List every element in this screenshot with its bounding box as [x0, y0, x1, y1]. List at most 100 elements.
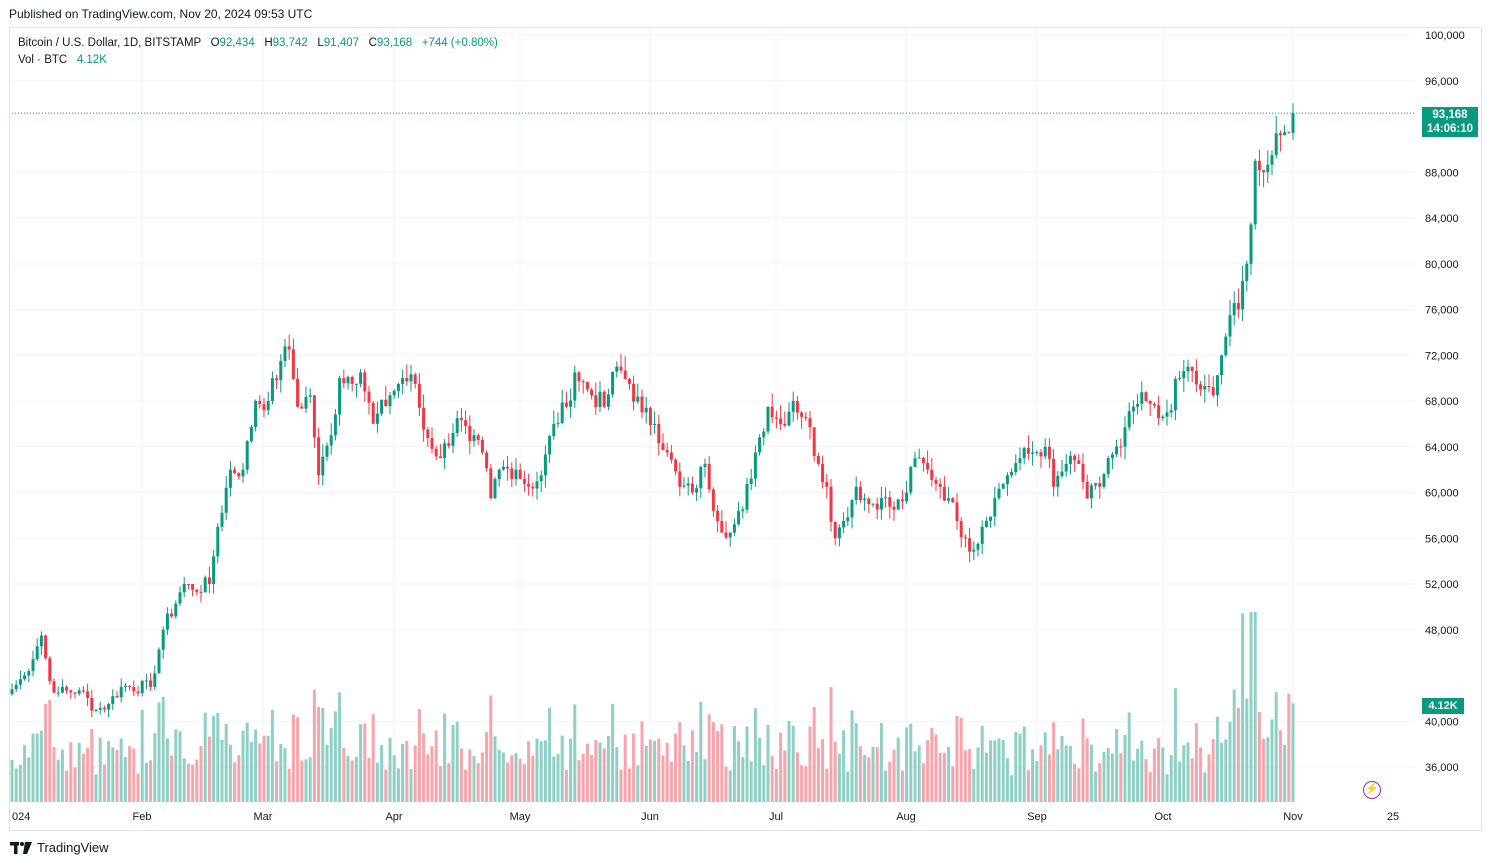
footer-brand[interactable]: TradingView	[10, 840, 109, 855]
volume-bar	[279, 744, 283, 802]
candle	[640, 389, 644, 419]
candle	[1026, 435, 1030, 460]
candle	[81, 686, 85, 694]
volume-bar	[1039, 745, 1043, 802]
candle	[350, 375, 354, 392]
volume-bar	[837, 753, 841, 802]
candle	[1031, 441, 1035, 466]
volume-label[interactable]: Vol · BTC	[18, 54, 68, 66]
candle	[896, 498, 900, 510]
volume-bar	[153, 733, 157, 802]
lightning-icon[interactable]: ⚡	[1363, 781, 1381, 799]
candle	[825, 473, 829, 499]
candle	[1110, 451, 1114, 470]
volume-bar	[938, 752, 942, 802]
low-label: L	[317, 37, 324, 49]
candle	[1081, 453, 1085, 490]
candle	[745, 477, 749, 514]
candle	[900, 490, 904, 510]
candle	[1152, 402, 1156, 409]
candle	[1274, 116, 1278, 159]
volume-bar	[753, 708, 757, 802]
volume-bar	[770, 755, 774, 802]
candle	[926, 450, 930, 475]
candle	[753, 445, 757, 488]
volume-bar	[1123, 735, 1127, 802]
candle	[951, 496, 955, 503]
volume-bar	[816, 747, 820, 802]
volume-bar	[741, 757, 745, 802]
symbol-title[interactable]: Bitcoin / U.S. Dollar, 1D, BITSTAMP	[18, 37, 201, 49]
volume-bar	[1278, 730, 1282, 802]
volume-bar	[233, 762, 237, 802]
candle	[972, 541, 976, 561]
candle	[212, 549, 216, 594]
volume-bar	[363, 723, 367, 802]
volume-bar	[174, 729, 178, 802]
volume-bar	[1152, 748, 1156, 802]
candle	[325, 442, 329, 461]
candle	[993, 487, 997, 527]
volume-bar	[60, 749, 64, 802]
candle	[770, 393, 774, 424]
volume-bar	[842, 730, 846, 802]
volume-bar	[35, 733, 39, 802]
time-axis: 024 Feb Mar Apr May Jun Jul Aug Sep Oct Nov 25	[12, 811, 1399, 823]
candle	[1245, 260, 1249, 292]
volume-bar	[884, 770, 888, 802]
candle	[808, 411, 812, 440]
candle	[430, 427, 434, 454]
volume-bar	[1031, 749, 1035, 802]
candle	[829, 478, 833, 532]
candle	[86, 683, 90, 707]
candle	[846, 506, 850, 527]
candle	[1257, 149, 1261, 187]
candle	[1207, 374, 1211, 393]
volume-bar	[69, 742, 73, 802]
x-tick-label: Apr	[385, 811, 402, 823]
volume-bar	[963, 750, 967, 802]
candle	[669, 445, 673, 464]
volume-bar	[959, 717, 963, 802]
candle	[968, 527, 972, 563]
candle	[564, 391, 568, 409]
volume-bar	[329, 727, 333, 802]
volume-bar	[774, 768, 778, 802]
candle	[115, 690, 119, 699]
candle	[762, 428, 766, 446]
volume-bar	[342, 747, 346, 802]
candle	[224, 475, 228, 520]
candle	[548, 434, 552, 463]
candles	[10, 103, 1295, 718]
candle	[665, 442, 669, 457]
volume-bar	[955, 715, 959, 802]
volume-bar	[1283, 744, 1287, 802]
volume-bar	[1110, 753, 1114, 802]
volume-bar	[518, 758, 522, 802]
candle	[623, 356, 627, 381]
volume-bar	[716, 731, 720, 802]
volume-bar	[199, 746, 203, 802]
volume-bar	[913, 751, 917, 802]
volume-bar	[1077, 768, 1081, 802]
candle	[707, 455, 711, 493]
candle	[308, 388, 312, 404]
volume-bar	[464, 769, 468, 802]
volume-bar	[1194, 723, 1198, 802]
candle	[686, 477, 690, 496]
candle	[65, 685, 69, 694]
candle	[422, 394, 426, 442]
volume-bar	[333, 711, 337, 802]
volume-bar	[858, 746, 862, 802]
volume-bar	[52, 747, 56, 802]
candle	[795, 396, 799, 420]
candle	[413, 372, 417, 389]
volume-bar	[1094, 771, 1098, 802]
candle	[254, 399, 258, 432]
volume-bar	[1115, 729, 1119, 802]
volume-bar	[1169, 754, 1173, 802]
candle	[443, 439, 447, 469]
volume-bar	[535, 738, 539, 802]
candle	[984, 516, 988, 528]
